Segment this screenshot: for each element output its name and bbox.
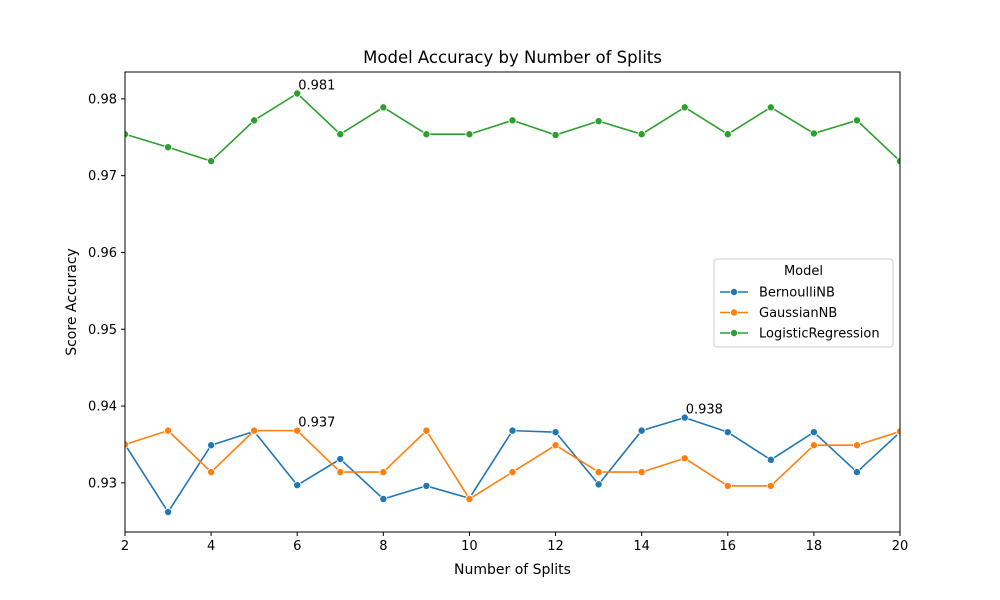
x-tick-label: 14: [633, 539, 650, 554]
y-tick-label: 0.98: [88, 92, 117, 107]
data-point: [336, 468, 345, 477]
data-point: [336, 455, 345, 464]
data-point: [465, 130, 474, 139]
data-point: [637, 426, 646, 435]
data-point: [207, 157, 216, 166]
data-point: [293, 426, 302, 435]
x-tick-label: 16: [720, 539, 737, 554]
data-point: [809, 129, 818, 138]
data-point: [637, 468, 646, 477]
x-tick-label: 12: [547, 539, 564, 554]
legend: Model BernoulliNB GaussianNB LogisticRegre…: [713, 258, 894, 348]
data-point: [379, 494, 388, 503]
data-point: [164, 508, 173, 517]
data-point: [896, 427, 900, 436]
data-point: [422, 481, 431, 490]
chart-title: Model Accuracy by Number of Splits: [363, 48, 662, 67]
data-point: [336, 130, 345, 139]
data-point: [164, 426, 173, 435]
legend-entries: BernoulliNB GaussianNB LogisticRegression: [720, 286, 880, 342]
x-axis-label: Number of Splits: [454, 562, 571, 578]
legend-label: BernoulliNB: [759, 286, 835, 301]
data-point: [293, 481, 302, 490]
data-point: [680, 413, 689, 422]
x-tick-label: 2: [121, 539, 129, 554]
data-point: [551, 428, 560, 437]
data-point: [465, 494, 474, 503]
data-point: [637, 130, 646, 139]
data-point: [293, 89, 302, 98]
data-point: [250, 426, 259, 435]
data-point: [723, 428, 732, 437]
x-tick-label: 20: [892, 539, 909, 554]
legend-marker: [730, 287, 739, 296]
x-axis: 2 4 6 8 10 12 14 16 18 20: [121, 532, 908, 554]
annotations: 0.981 0.937 0.938: [298, 79, 723, 431]
data-point: [594, 468, 603, 477]
data-point: [551, 130, 560, 139]
legend-label: GaussianNB: [759, 306, 837, 321]
data-point: [723, 481, 732, 490]
data-point: [508, 116, 517, 125]
y-tick-label: 0.97: [88, 169, 117, 184]
legend-marker: [730, 328, 739, 337]
data-point: [207, 441, 216, 450]
data-point: [896, 157, 900, 166]
data-point: [250, 116, 259, 125]
data-point: [551, 441, 560, 450]
data-point: [207, 468, 216, 477]
data-point: [379, 468, 388, 477]
y-axis: 0.93 0.94 0.95 0.96 0.97 0.98: [88, 92, 125, 491]
plot-area: [125, 89, 900, 517]
data-point: [508, 426, 517, 435]
data-point: [508, 468, 517, 477]
axes-frame: [124, 71, 901, 533]
data-point: [852, 441, 861, 450]
data-point: [723, 130, 732, 139]
y-tick-label: 0.94: [88, 400, 117, 415]
data-point: [766, 455, 775, 464]
data-annotation: 0.938: [686, 403, 723, 418]
x-tick-label: 8: [379, 539, 387, 554]
y-axis-label: Score Accuracy: [64, 248, 80, 356]
x-tick-label: 10: [461, 539, 478, 554]
data-point: [680, 103, 689, 112]
data-point: [379, 103, 388, 112]
legend-box: [713, 258, 894, 348]
data-point: [164, 143, 173, 152]
data-point: [422, 426, 431, 435]
data-annotation: 0.937: [298, 416, 335, 431]
data-point: [766, 481, 775, 490]
data-annotation: 0.981: [298, 79, 335, 94]
y-tick-label: 0.95: [88, 323, 117, 338]
data-point: [422, 130, 431, 139]
data-point: [809, 441, 818, 450]
data-point: [852, 116, 861, 125]
legend-marker: [730, 308, 739, 317]
data-point: [680, 454, 689, 463]
y-tick-label: 0.93: [88, 476, 117, 491]
x-tick-label: 6: [293, 539, 301, 554]
data-point: [852, 468, 861, 477]
data-point: [766, 103, 775, 112]
data-point: [594, 480, 603, 489]
y-tick-label: 0.96: [88, 246, 117, 261]
data-point: [594, 117, 603, 126]
data-point: [809, 428, 818, 437]
x-tick-label: 4: [207, 539, 215, 554]
x-tick-label: 18: [806, 539, 823, 554]
legend-title: Model: [784, 264, 823, 279]
legend-label: LogisticRegression: [759, 327, 880, 342]
